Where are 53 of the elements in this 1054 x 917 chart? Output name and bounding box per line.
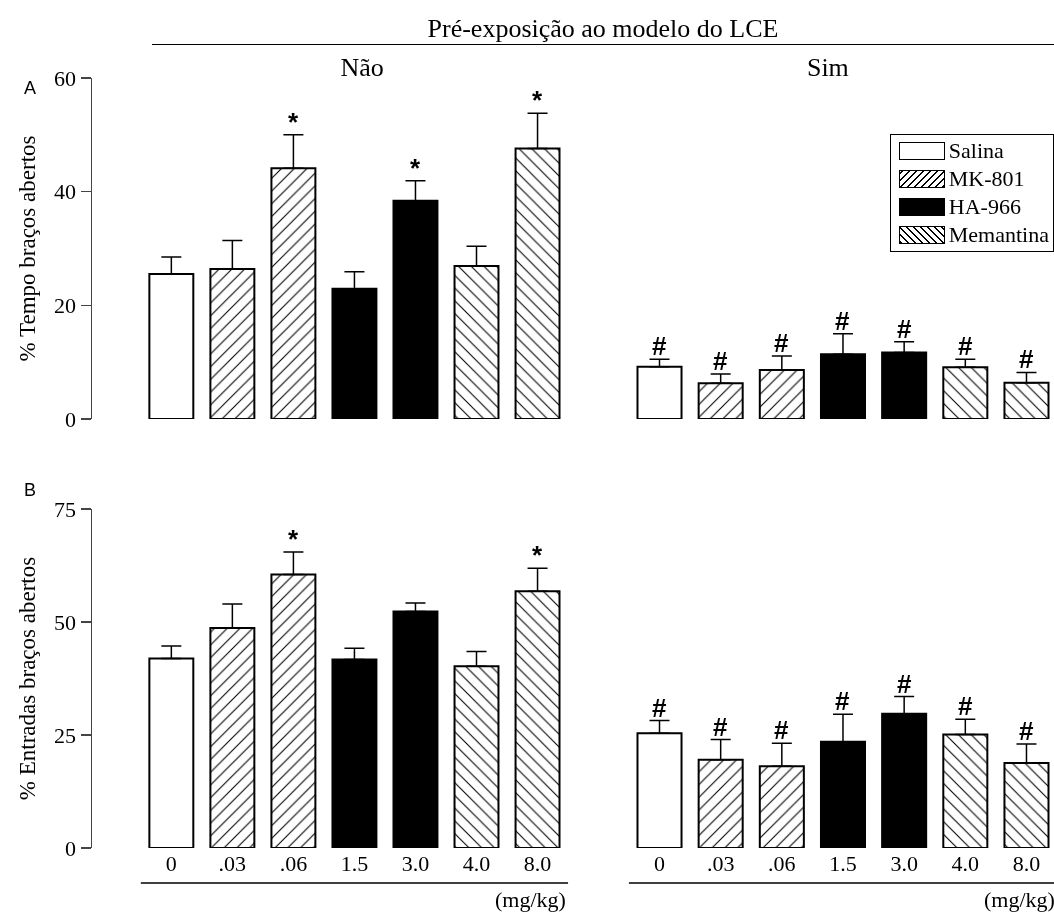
y-axis-title: % Entradas braços abertos [14, 556, 40, 801]
x-tick-label: 4.0 [462, 851, 491, 876]
x-tick-label: 3.0 [401, 851, 430, 876]
text: B [24, 480, 37, 500]
annotation: * [288, 107, 299, 137]
annotation: # [1019, 716, 1034, 746]
annotation: # [774, 328, 789, 358]
annotation: * [532, 85, 543, 115]
legend-label: Memantina [948, 220, 1049, 249]
annotation: # [897, 314, 912, 344]
y-tick-label: 50 [54, 609, 77, 635]
y-axis-title: % Tempo braços abertos [14, 135, 40, 362]
annotation: # [835, 306, 850, 336]
x-axis-title: (mg/kg) [495, 887, 566, 912]
chart-title: Sim [806, 53, 849, 82]
annotation: # [652, 693, 667, 723]
y-tick-label: 75 [54, 496, 77, 522]
annotation: # [1019, 344, 1034, 374]
annotation: * [288, 524, 299, 554]
x-tick-label: .03 [218, 851, 247, 876]
y-tick-label: 40 [54, 179, 77, 205]
y-tick-label: 0 [65, 406, 77, 432]
x-tick-label: .06 [768, 851, 796, 876]
legend-label: MK-801 [948, 164, 1025, 193]
annotation: # [835, 686, 850, 716]
x-axis-title: (mg/kg) [984, 887, 1054, 912]
x-tick-label: 3.0 [890, 851, 918, 876]
annotation: # [713, 712, 728, 742]
y-tick-label: 20 [54, 293, 77, 319]
x-tick-label: .06 [279, 851, 308, 876]
legend-label: HA-966 [948, 192, 1021, 221]
x-tick-label: 0 [654, 851, 666, 876]
annotation: # [713, 346, 728, 376]
legend-label: Salina [948, 136, 1004, 165]
x-tick-label: 8.0 [1012, 851, 1041, 876]
x-tick-label: 8.0 [523, 851, 552, 876]
x-tick-label: 4.0 [951, 851, 980, 876]
x-tick-label: 1.5 [340, 851, 369, 876]
text: A [24, 78, 37, 98]
annotation: # [958, 691, 973, 721]
x-tick-label: .03 [706, 851, 735, 876]
y-tick-label: 60 [54, 65, 77, 91]
annotation: * [410, 153, 421, 183]
annotation: # [774, 715, 789, 745]
annotation: # [897, 669, 912, 699]
annotation: # [652, 331, 667, 361]
x-tick-label: 0 [165, 851, 177, 876]
y-tick-label: 25 [54, 722, 77, 748]
annotation: # [958, 331, 973, 361]
chart-title: Não [340, 53, 384, 82]
x-tick-label: 1.5 [829, 851, 857, 876]
text: Pré-exposição ao modelo do LCE [152, 14, 1054, 45]
annotation: * [532, 540, 543, 570]
